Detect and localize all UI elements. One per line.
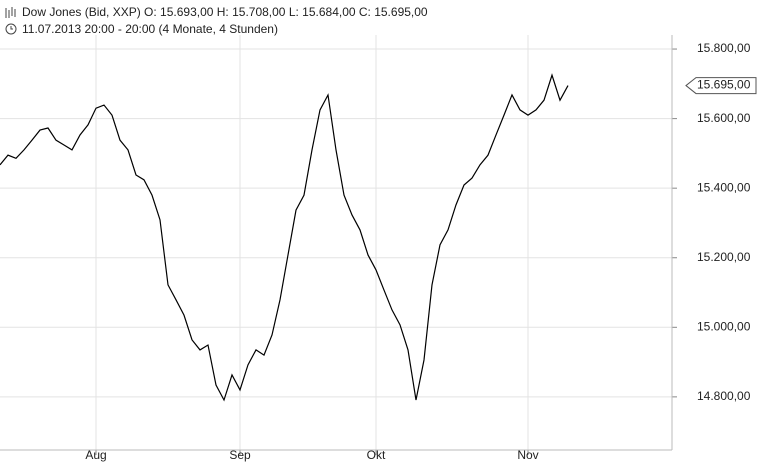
- current-price-box: [685, 77, 757, 95]
- x-tick-label: Aug: [85, 448, 106, 462]
- clock-hands: [10, 26, 13, 30]
- x-tick-label: Sep: [229, 448, 251, 462]
- x-tick-label: Nov: [517, 448, 538, 462]
- chart-title: Dow Jones (Bid, XXP) O: 15.693,00 H: 15.…: [22, 5, 428, 19]
- y-tick-label: 15.000,00: [697, 319, 751, 333]
- y-tick-label: 15.600,00: [697, 111, 751, 125]
- header-icons: [5, 7, 17, 35]
- y-tick-label: 15.800,00: [697, 41, 751, 55]
- y-tick-label: 15.400,00: [697, 180, 751, 194]
- current-price-label: 15.695,00: [697, 78, 751, 92]
- y-tick-label: 14.800,00: [697, 389, 751, 403]
- x-tick-label: Okt: [367, 448, 386, 462]
- chart-subtitle: 11.07.2013 20:00 - 20:00 (4 Monate, 4 St…: [22, 22, 278, 36]
- price-line: [0, 73, 569, 402]
- y-tick-label: 15.200,00: [697, 250, 751, 264]
- clock-icon: [5, 23, 17, 35]
- ohlc-icon: [5, 7, 16, 18]
